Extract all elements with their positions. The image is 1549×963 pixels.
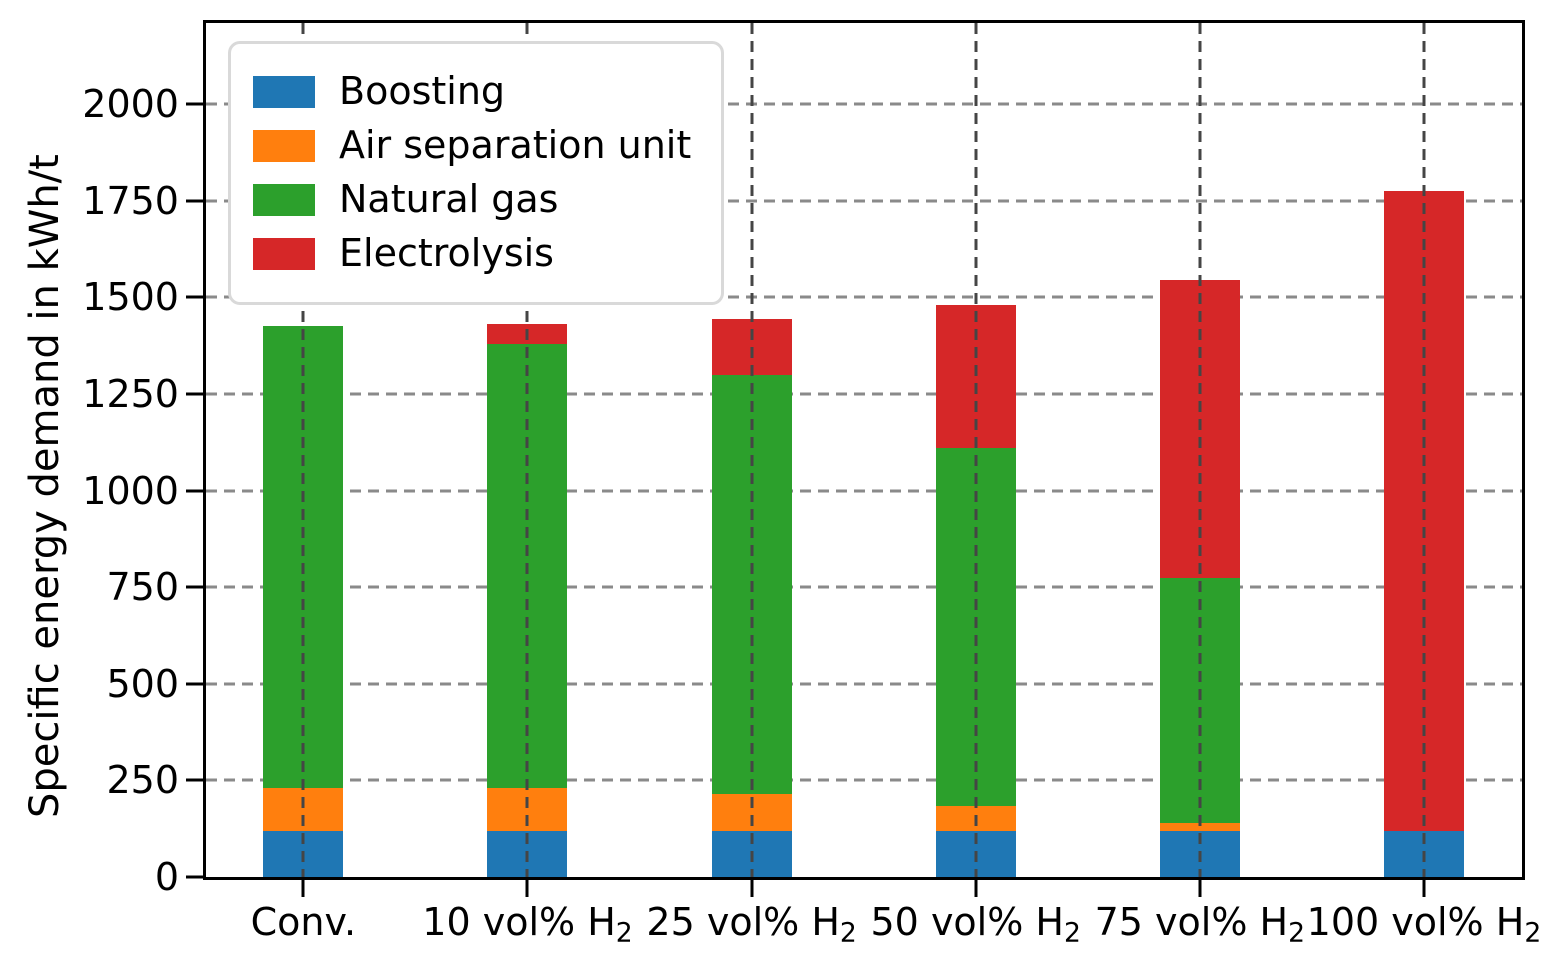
x-tick-label-text: 10 vol% H <box>422 900 616 944</box>
y-tick-label-1000: 1000 <box>82 468 179 513</box>
x-tick-label-subscript: 2 <box>839 917 857 949</box>
x-tick-label-subscript: 2 <box>615 917 633 949</box>
x-tick-75-vol-h2 <box>1198 880 1202 897</box>
x-tick-10-vol-h2 <box>525 880 529 897</box>
y-tick-label-500: 500 <box>106 661 179 706</box>
y-tick-2000 <box>186 102 203 106</box>
hgridline-1250 <box>206 392 1522 396</box>
hgridline-750 <box>206 585 1522 589</box>
legend-row-boosting: Boosting <box>253 69 691 113</box>
legend-items: Boosting Air separation unit Natural gas El… <box>253 69 692 275</box>
legend-swatch-boosting <box>253 75 315 108</box>
legend: Boosting Air separation unit Natural gas El… <box>228 41 725 305</box>
y-axis-label: Specific energy demand in kWh/t <box>22 154 68 818</box>
y-tick-label-1750: 1750 <box>82 178 179 223</box>
legend-label-air-separation-unit: Air separation unit <box>339 122 692 167</box>
x-tick-label-75-vol-h2: 75 vol% H2 <box>1095 903 1305 947</box>
x-tick-label-subscript: 2 <box>1064 917 1081 949</box>
vgridline-75-vol-h2 <box>1198 23 1202 877</box>
x-tick-50-vol-h2 <box>974 880 978 897</box>
y-tick-label-2000: 2000 <box>82 82 179 127</box>
y-tick-250 <box>186 778 203 782</box>
y-tick-label-750: 750 <box>106 565 179 610</box>
x-tick-label-text: 75 vol% H <box>1094 900 1289 944</box>
legend-row-natural-gas: Natural gas <box>253 176 691 221</box>
y-tick-1750 <box>186 199 203 203</box>
x-tick-label-text: 25 vol% H <box>646 900 840 944</box>
x-tick-25-vol-h2 <box>750 880 754 897</box>
vgridline-conv <box>301 23 305 877</box>
y-tick-750 <box>186 585 203 589</box>
x-tick-label-text: Conv. <box>250 900 357 944</box>
x-tick-label-25-vol-h2: 25 vol% H2 <box>646 903 856 947</box>
x-tick-100-vol-h2 <box>1422 880 1426 897</box>
x-tick-label-50-vol-h2: 50 vol% H2 <box>871 903 1081 947</box>
vgridline-10-vol-h2 <box>525 23 529 877</box>
legend-swatch-electrolysis <box>253 237 315 270</box>
legend-swatch-natural-gas <box>253 183 315 216</box>
hgridline-250 <box>206 778 1522 782</box>
hgridline-1500 <box>206 295 1522 299</box>
x-tick-label-100-vol-h2: 100 vol% H2 <box>1307 903 1542 947</box>
vgridline-25-vol-h2 <box>750 23 754 877</box>
plot-area: Boosting Air separation unit Natural gas El… <box>82 20 1541 946</box>
y-tick-0 <box>186 875 203 879</box>
hgridline-500 <box>206 682 1522 686</box>
legend-label-electrolysis: Electrolysis <box>339 230 554 275</box>
vgridline-100-vol-h2 <box>1422 23 1426 877</box>
x-tick-label-text: 50 vol% H <box>870 900 1065 944</box>
y-tick-label-250: 250 <box>106 758 179 803</box>
vgridline-50-vol-h2 <box>974 23 978 877</box>
hgridline-2000 <box>206 102 1522 106</box>
y-tick-500 <box>186 682 203 686</box>
x-tick-conv <box>301 880 305 897</box>
hgridline-1750 <box>206 199 1522 203</box>
y-tick-1500 <box>186 295 203 299</box>
legend-row-electrolysis: Electrolysis <box>253 230 691 275</box>
legend-row-air-separation-unit: Air separation unit <box>253 122 692 167</box>
x-tick-label-subscript: 2 <box>1288 917 1306 949</box>
legend-swatch-air-separation-unit <box>253 129 315 162</box>
legend-label-boosting: Boosting <box>339 69 506 113</box>
y-tick-1250 <box>186 392 203 396</box>
hgridline-1000 <box>206 489 1522 493</box>
y-tick-1000 <box>186 489 203 493</box>
x-tick-label-subscript: 2 <box>1524 917 1542 949</box>
x-tick-label-text: 100 vol% H <box>1306 900 1525 944</box>
x-tick-label-conv: Conv. <box>251 903 356 941</box>
y-tick-label-1250: 1250 <box>82 371 179 416</box>
y-tick-label-1500: 1500 <box>82 275 179 320</box>
x-tick-label-10-vol-h2: 10 vol% H2 <box>422 903 632 947</box>
legend-label-natural-gas: Natural gas <box>339 176 559 221</box>
y-tick-label-0: 0 <box>154 855 179 899</box>
